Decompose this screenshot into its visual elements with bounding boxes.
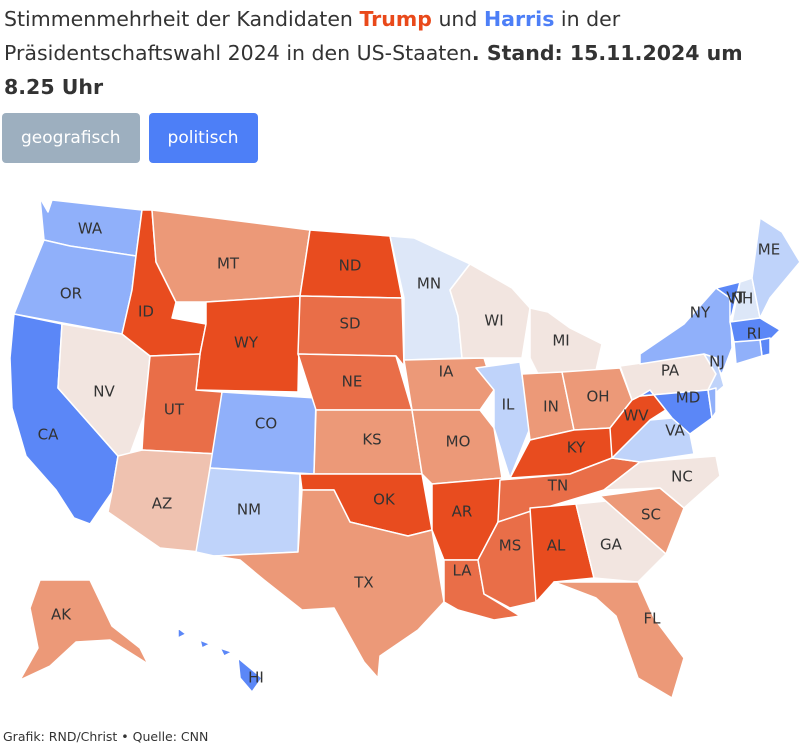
state-ma[interactable]	[729, 317, 781, 343]
state-label-tn: TN	[547, 477, 568, 495]
state-label-nj: NJ	[709, 353, 725, 371]
state-label-oh: OH	[586, 388, 609, 406]
view-toggle: geografisch politisch	[2, 113, 258, 163]
state-label-sc: SC	[641, 506, 661, 524]
state-label-il: IL	[502, 396, 515, 414]
state-label-wa: WA	[78, 220, 103, 238]
state-label-ut: UT	[164, 401, 185, 419]
state-wi[interactable]	[449, 263, 531, 359]
state-fl[interactable]	[553, 581, 685, 699]
state-label-ca: CA	[38, 426, 59, 444]
headline: Stimmenmehrheit der Kandidaten Trump und…	[4, 2, 794, 104]
state-label-ar: AR	[452, 503, 473, 521]
state-label-nm: NM	[237, 501, 261, 519]
state-label-wi: WI	[484, 312, 503, 330]
harris-label: Harris	[483, 7, 555, 31]
state-label-az: AZ	[152, 495, 173, 513]
state-label-ak: AK	[51, 606, 72, 624]
state-mi[interactable]	[529, 307, 603, 391]
state-label-va: VA	[665, 422, 685, 440]
state-label-ia: IA	[439, 363, 454, 381]
state-label-la: LA	[453, 562, 473, 580]
state-label-pa: PA	[661, 362, 680, 380]
state-label-id: ID	[138, 303, 154, 321]
state-label-fl: FL	[644, 610, 662, 628]
state-label-al: AL	[547, 537, 566, 555]
state-label-wy: WY	[234, 334, 259, 352]
state-label-me: ME	[758, 241, 780, 259]
state-ny[interactable]	[639, 287, 733, 375]
state-label-hi: HI	[248, 669, 264, 687]
state-label-mn: MN	[417, 275, 441, 293]
state-ak[interactable]	[19, 579, 149, 681]
state-me[interactable]	[751, 217, 800, 319]
state-de[interactable]	[707, 387, 717, 419]
headline-text-2: und	[431, 7, 484, 31]
state-label-tx: TX	[353, 574, 373, 592]
state-label-nc: NC	[671, 468, 693, 486]
state-label-mo: MO	[446, 433, 471, 451]
trump-label: Trump	[359, 7, 432, 31]
state-label-wv: WV	[623, 407, 649, 425]
state-label-md: MD	[676, 389, 701, 407]
state-label-ga: GA	[600, 536, 623, 554]
state-tx[interactable]	[213, 489, 445, 679]
state-ct[interactable]	[733, 339, 763, 365]
state-label-ny: NY	[690, 304, 711, 322]
us-election-map: WA OR CA NV ID MT WY UT AZ CO NM ND SD NE KS OK TX MN IA MO…	[9, 197, 800, 699]
state-al[interactable]	[529, 503, 595, 603]
stand-date: . Stand: 15.11.2024 um 8.25 Uhr	[4, 41, 743, 99]
state-label-in: IN	[543, 398, 559, 416]
state-label-ky: KY	[567, 439, 586, 457]
state-sd[interactable]	[297, 295, 405, 367]
state-label-or: OR	[60, 285, 82, 303]
state-label-mi: MI	[552, 332, 569, 350]
state-label-ne: NE	[342, 373, 363, 391]
headline-text-1: Stimmenmehrheit der Kandidaten	[4, 7, 360, 31]
state-co[interactable]	[209, 391, 317, 475]
tab-geografisch[interactable]: geografisch	[2, 113, 140, 163]
state-label-ok: OK	[373, 491, 396, 509]
state-label-nv: NV	[93, 383, 115, 401]
state-label-sd: SD	[339, 315, 360, 333]
states-layer	[9, 197, 800, 699]
footer-credit: Grafik: RND/Christ • Quelle: CNN	[3, 729, 209, 744]
state-label-vt: VT	[726, 289, 746, 307]
headline-text-3: in der Präsidentschaftswahl 2024 in den …	[4, 7, 621, 65]
state-label-co: CO	[255, 415, 277, 433]
labels-layer: WA OR CA NV ID MT WY UT AZ CO NM ND SD NE KS OK TX MN IA MO…	[38, 220, 781, 687]
state-label-ms: MS	[499, 537, 521, 555]
tab-politisch[interactable]: politisch	[148, 113, 258, 163]
state-label-ri: RI	[747, 325, 762, 343]
state-hi[interactable]	[177, 627, 263, 693]
state-label-nh: NH	[731, 290, 754, 308]
state-label-ks: KS	[362, 431, 381, 449]
state-label-mt: MT	[217, 255, 240, 273]
state-label-nd: ND	[339, 257, 362, 275]
